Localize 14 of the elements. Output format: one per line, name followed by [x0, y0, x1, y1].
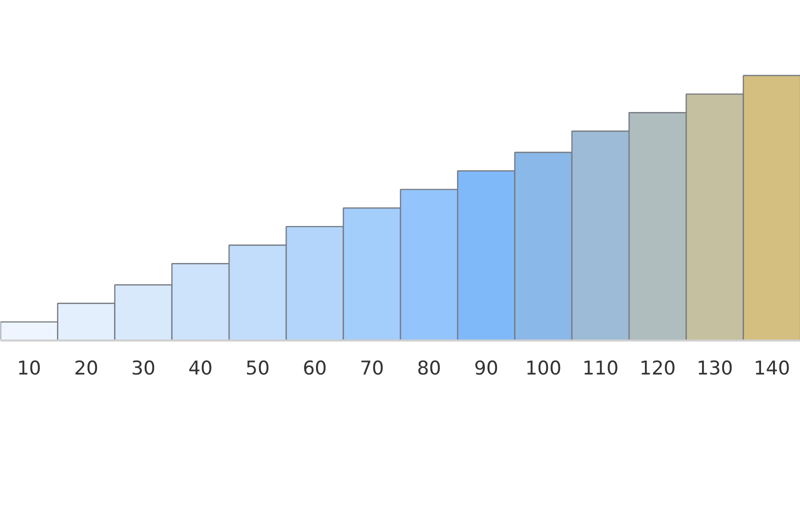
x-tick-label: 130: [696, 358, 733, 380]
x-tick-label: 90: [474, 358, 498, 380]
x-tick-label: 20: [74, 358, 98, 380]
x-tick-label: 110: [582, 358, 619, 380]
x-tick-label: 40: [188, 358, 213, 380]
x-tick-label: 70: [360, 358, 384, 380]
x-tick-label: 50: [246, 358, 270, 380]
x-tick-label: 80: [416, 358, 442, 380]
x-tick-label: 120: [640, 358, 676, 380]
x-tick-label: 10: [16, 358, 42, 380]
x-tick-label: 60: [302, 358, 327, 380]
x-tick-label: 30: [131, 358, 156, 380]
x-tick-label: 140: [754, 358, 790, 380]
x-tick-label: 100: [525, 358, 562, 380]
